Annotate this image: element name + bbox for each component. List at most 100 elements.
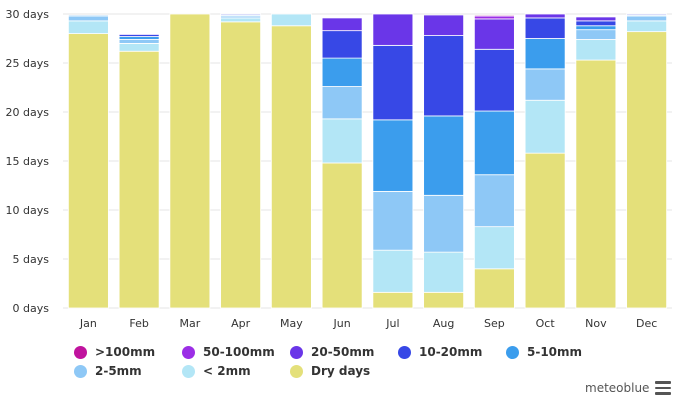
- bar-segment[interactable]: [575, 59, 617, 309]
- legend-item[interactable]: 20-50mm: [290, 344, 398, 360]
- bar-segment[interactable]: [118, 50, 160, 309]
- bar-segment[interactable]: [575, 25, 617, 31]
- bar-segment[interactable]: [321, 86, 363, 120]
- legend-swatch: [290, 364, 303, 378]
- bar-segment[interactable]: [626, 13, 668, 16]
- bar-segment[interactable]: [524, 152, 566, 309]
- bar-segment[interactable]: [575, 16, 617, 22]
- y-tick-label: 0 days: [13, 302, 50, 315]
- bar-segment[interactable]: [118, 39, 160, 44]
- x-tick-label: May: [280, 317, 303, 330]
- bar-segment[interactable]: [524, 99, 566, 154]
- bar-segment[interactable]: [372, 190, 414, 251]
- bar-segment[interactable]: [220, 13, 262, 16]
- bar-segment[interactable]: [423, 35, 465, 117]
- y-tick-label: 30 days: [6, 8, 50, 21]
- x-tick-label: Sep: [484, 317, 505, 330]
- bar-segment[interactable]: [575, 20, 617, 27]
- menu-line: [655, 392, 671, 395]
- bar-segment[interactable]: [524, 13, 566, 19]
- legend-swatch: [398, 345, 411, 359]
- bar-segment[interactable]: [423, 194, 465, 253]
- x-tick-label: Nov: [585, 317, 607, 330]
- bar-segment[interactable]: [473, 110, 515, 176]
- legend-label: 50-100mm: [203, 345, 275, 359]
- grid: [63, 13, 672, 309]
- bar-segment[interactable]: [473, 174, 515, 228]
- legend-label: >100mm: [95, 345, 156, 359]
- legend-swatch: [74, 364, 87, 378]
- bar-segment[interactable]: [321, 17, 363, 32]
- legend-label: 2-5mm: [95, 364, 142, 378]
- bar-segment[interactable]: [473, 268, 515, 309]
- bar-segment[interactable]: [321, 162, 363, 309]
- bar-segment[interactable]: [372, 291, 414, 309]
- bar-segment[interactable]: [473, 15, 515, 20]
- bar-segment[interactable]: [372, 249, 414, 293]
- bar-segment[interactable]: [423, 291, 465, 309]
- legend-item[interactable]: 10-20mm: [398, 344, 506, 360]
- x-tick-label: Dec: [636, 317, 657, 330]
- bar-segment[interactable]: [118, 36, 160, 40]
- bar-segment[interactable]: [575, 39, 617, 61]
- bar-segment[interactable]: [524, 68, 566, 101]
- bar-segment[interactable]: [423, 251, 465, 293]
- bar-segment[interactable]: [372, 13, 414, 46]
- x-tick-label: Aug: [433, 317, 454, 330]
- bar-segment[interactable]: [321, 30, 363, 59]
- bar-segment[interactable]: [67, 14, 109, 17]
- bar-segment[interactable]: [473, 18, 515, 50]
- bar-segment[interactable]: [473, 14, 515, 17]
- bar-segment[interactable]: [67, 33, 109, 309]
- legend-item[interactable]: 2-5mm: [74, 363, 182, 379]
- bar-segment[interactable]: [372, 44, 414, 121]
- y-axis-ticks: 0 days 5 days 10 days 15 days 20 days 25 days…: [6, 8, 50, 315]
- legend-item[interactable]: 5-10mm: [506, 344, 614, 360]
- bar-segment[interactable]: [626, 31, 668, 309]
- bar-segment[interactable]: [423, 14, 465, 36]
- x-tick-label: Feb: [129, 317, 148, 330]
- bar-segment[interactable]: [67, 15, 109, 22]
- legend-label: Dry days: [311, 364, 371, 378]
- x-tick-label: Oct: [536, 317, 556, 330]
- chart: 0 days 5 days 10 days 15 days 20 days 25 days…: [6, 8, 672, 330]
- x-axis-ticks: Jan Feb Mar Apr May Jun Jul Aug Sep Oct Nov Dec: [79, 317, 657, 330]
- x-tick-label: Jun: [333, 317, 351, 330]
- bar-segment[interactable]: [270, 13, 312, 27]
- bar-segment[interactable]: [575, 29, 617, 40]
- legend-swatch: [506, 345, 519, 359]
- legend-item[interactable]: >100mm: [74, 344, 182, 360]
- credit-label[interactable]: meteoblue: [585, 381, 650, 395]
- legend-label: < 2mm: [203, 364, 251, 378]
- bar-segment[interactable]: [524, 17, 566, 39]
- legend-item[interactable]: Dry days: [290, 363, 398, 379]
- bar-segment[interactable]: [270, 25, 312, 309]
- bar-segment[interactable]: [169, 13, 211, 309]
- hamburger-menu-icon[interactable]: [655, 381, 671, 395]
- x-tick-label: Mar: [179, 317, 200, 330]
- y-tick-label: 25 days: [6, 57, 50, 70]
- legend: >100mm 50-100mm 20-50mm 10-20mm 5-10mm 2…: [74, 344, 614, 379]
- bar-segment[interactable]: [321, 57, 363, 87]
- legend-item[interactable]: 50-100mm: [182, 344, 290, 360]
- bar-segment[interactable]: [220, 17, 262, 23]
- legend-item[interactable]: < 2mm: [182, 363, 290, 379]
- legend-label: 5-10mm: [527, 345, 583, 359]
- bars: [67, 13, 668, 309]
- bar-segment[interactable]: [220, 21, 262, 309]
- bar-segment[interactable]: [423, 115, 465, 196]
- bar-segment[interactable]: [372, 119, 414, 192]
- y-tick-label: 5 days: [13, 253, 50, 266]
- bar-segment[interactable]: [473, 226, 515, 270]
- bar-segment[interactable]: [626, 20, 668, 33]
- bar-segment[interactable]: [626, 15, 668, 22]
- bar-segment[interactable]: [524, 38, 566, 70]
- legend-swatch: [290, 345, 303, 359]
- legend-swatch: [74, 345, 87, 359]
- legend-label: 20-50mm: [311, 345, 375, 359]
- bar-segment[interactable]: [67, 20, 109, 35]
- bar-segment[interactable]: [118, 33, 160, 35]
- bar-segment[interactable]: [118, 43, 160, 52]
- bar-segment[interactable]: [321, 118, 363, 164]
- bar-segment[interactable]: [473, 48, 515, 112]
